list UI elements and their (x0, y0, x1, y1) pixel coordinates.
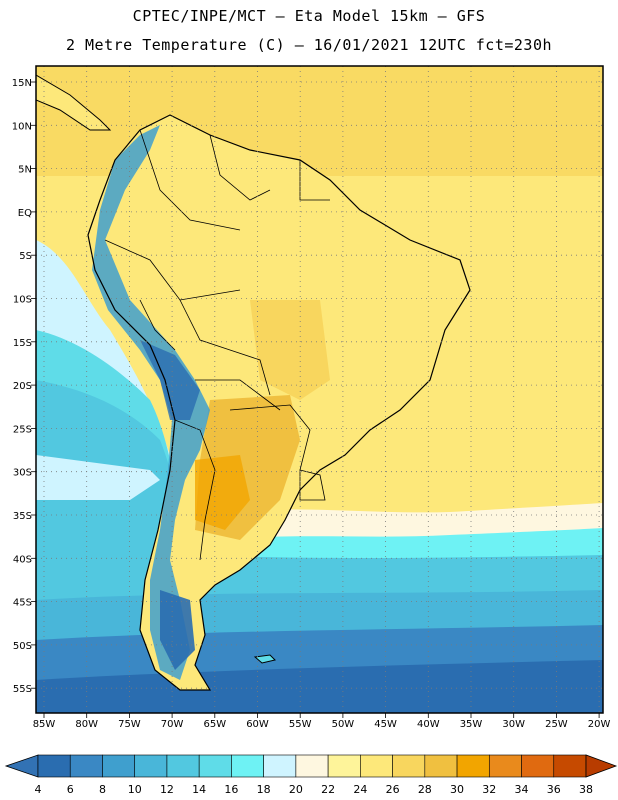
lat-label: 20S (13, 381, 32, 392)
colorbar-label: 26 (386, 783, 400, 796)
colorbar-low-arrow (4, 754, 39, 778)
colorbar-swatch (392, 754, 426, 778)
falkland-islands (253, 654, 276, 664)
lon-label: 35W (460, 719, 483, 730)
colorbar-swatch (424, 754, 458, 778)
central-brazil-warm (250, 300, 330, 400)
map-field (36, 66, 603, 713)
lat-label: 25S (13, 424, 32, 435)
colorbar-label: 30 (450, 783, 464, 796)
lon-label: 60W (246, 719, 269, 730)
latitude-labels: 15N 10N 5N EQ 5S 10S 15S 20S 25S 30S 35S 40S 45S 50S 5… (12, 78, 32, 695)
lat-label: 35S (13, 511, 32, 522)
colorbar-swatch (102, 754, 136, 778)
colorbar-swatch (456, 754, 490, 778)
colorbar-label: 36 (547, 783, 561, 796)
lon-label: 55W (289, 719, 312, 730)
pacific-pale-patch (36, 455, 160, 500)
lat-label: 5N (18, 165, 32, 176)
lat-label: 30S (13, 468, 32, 479)
colorbar-label: 28 (418, 783, 432, 796)
colorbar: 4 6 8 10 12 14 16 18 20 22 24 26 28 30 32 34 36 38 (4, 754, 618, 796)
colorbar-label: 18 (257, 783, 271, 796)
colorbar-swatch (553, 754, 587, 778)
lat-lon-grid (31, 66, 603, 718)
lat-label: 10N (12, 121, 32, 132)
colorbar-swatch (231, 754, 264, 778)
argentina-hot-core (195, 455, 250, 530)
lon-label: 80W (75, 719, 98, 730)
colorbar-label: 14 (192, 783, 206, 796)
colorbar-label: 20 (289, 783, 303, 796)
colorbar-label: 4 (35, 783, 42, 796)
colorbar-swatch (198, 754, 232, 778)
lon-label: 65W (203, 719, 226, 730)
lon-label: 45W (374, 719, 397, 730)
colorbar-swatch (521, 754, 555, 778)
colorbar-swatch (263, 754, 297, 778)
lat-label: 10S (13, 295, 32, 306)
colorbar-label: 22 (321, 783, 335, 796)
colorbar-swatch (360, 754, 393, 778)
colorbar-label: 6 (67, 783, 74, 796)
title-line-2: 2 Metre Temperature (C) — 16/01/2021 12U… (65, 36, 553, 54)
colorbar-label: 24 (353, 783, 367, 796)
colorbar-label: 16 (224, 783, 238, 796)
colorbar-label: 12 (160, 783, 174, 796)
colorbar-high-arrow (585, 754, 618, 778)
lon-label: 70W (161, 719, 184, 730)
map-frame (35, 65, 604, 714)
colorbar-swatch (37, 754, 71, 778)
colorbar-label: 8 (99, 783, 106, 796)
colorbar-swatch (488, 754, 522, 778)
lat-label: 5S (19, 251, 32, 262)
lon-label: 30W (502, 719, 525, 730)
title-line-1: CPTEC/INPE/MCT — Eta Model 15km — GFS (132, 7, 486, 25)
lat-label: 45S (13, 598, 32, 609)
country-borders (104, 129, 330, 561)
colorbar-label: 32 (482, 783, 496, 796)
lat-label: 55S (13, 684, 32, 695)
lat-label: 15N (12, 78, 32, 89)
central-america (36, 74, 112, 131)
colorbar-swatch (134, 754, 168, 778)
lat-label: 40S (13, 554, 32, 565)
altiplano-cold (140, 340, 200, 420)
lon-label: 20W (588, 719, 611, 730)
lon-label: 40W (417, 719, 440, 730)
colorbar-swatch (69, 754, 103, 778)
colorbar-swatch (166, 754, 200, 778)
lat-label: EQ (18, 208, 32, 219)
colorbar-swatch (327, 754, 361, 778)
lon-label: 50W (332, 719, 355, 730)
lon-label: 25W (545, 719, 568, 730)
lat-label: 50S (13, 641, 32, 652)
colorbar-label: 10 (128, 783, 142, 796)
lon-label: 75W (118, 719, 141, 730)
coastline (87, 114, 471, 691)
colorbar-label: 34 (515, 783, 529, 796)
longitude-labels: 85W 80W 75W 70W 65W 60W 55W 50W 45W 40W 35W 30W 25W 2… (33, 719, 611, 730)
lon-label: 85W (33, 719, 56, 730)
lat-label: 15S (13, 338, 32, 349)
colorbar-label: 38 (579, 783, 593, 796)
patagonia-cold (160, 590, 195, 670)
colorbar-swatch (295, 754, 329, 778)
